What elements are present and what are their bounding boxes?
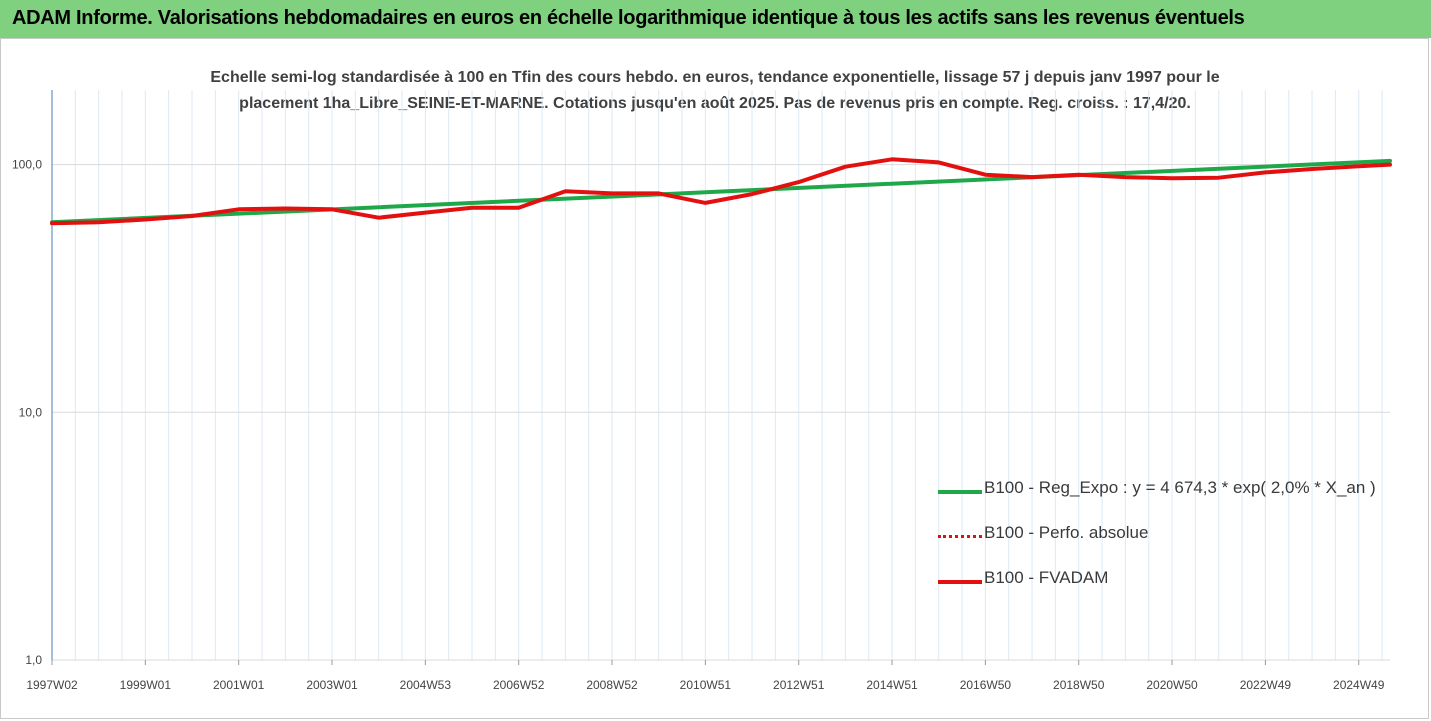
x-tick-label: 2020W50 bbox=[1146, 678, 1198, 692]
x-tick-label: 2001W01 bbox=[213, 678, 265, 692]
x-tick-label: 2022W49 bbox=[1240, 678, 1292, 692]
legend-swatch bbox=[938, 580, 982, 584]
legend-swatch bbox=[938, 535, 982, 538]
series-line-1 bbox=[50, 158, 1392, 225]
x-tick-label: 2024W49 bbox=[1333, 678, 1385, 692]
x-tick-label: 2006W52 bbox=[493, 678, 545, 692]
x-tick-label: 2010W51 bbox=[680, 678, 732, 692]
legend-label: B100 - FVADAM bbox=[984, 568, 1109, 587]
subtitle-line-1: Echelle semi-log standardisée à 100 en T… bbox=[210, 69, 1220, 86]
x-tick-label: 2004W53 bbox=[400, 678, 452, 692]
chart-area bbox=[0, 38, 1429, 719]
x-tick-label: 2008W52 bbox=[586, 678, 638, 692]
x-tick-label: 2003W01 bbox=[306, 678, 358, 692]
legend-swatch bbox=[938, 490, 982, 494]
chart-subtitle: Echelle semi-log standardisée à 100 en T… bbox=[150, 65, 1280, 117]
y-tick-label: 10,0 bbox=[19, 405, 43, 419]
x-tick-label: 1999W01 bbox=[120, 678, 172, 692]
x-tick-label: 2016W50 bbox=[960, 678, 1012, 692]
x-tick-label: 2014W51 bbox=[866, 678, 918, 692]
legend-label: B100 - Reg_Expo : y = 4 674,3 * exp( 2,0… bbox=[984, 478, 1376, 497]
report-title: ADAM Informe. Valorisations hebdomadaire… bbox=[12, 7, 1245, 29]
x-tick-label: 2018W50 bbox=[1053, 678, 1105, 692]
subtitle-line-2: placement 1ha_Libre_SEINE-ET-MARNE. Cota… bbox=[239, 95, 1191, 112]
series-line-3 bbox=[50, 157, 1392, 226]
y-tick-label: 100,0 bbox=[12, 158, 42, 172]
x-tick-label: 1997W02 bbox=[26, 678, 78, 692]
x-tick-label: 2012W51 bbox=[773, 678, 825, 692]
legend-label: B100 - Perfo. absolue bbox=[984, 523, 1149, 542]
y-tick-label: 1,0 bbox=[25, 653, 42, 667]
header-banner: ADAM Informe. Valorisations hebdomadaire… bbox=[0, 0, 1431, 38]
